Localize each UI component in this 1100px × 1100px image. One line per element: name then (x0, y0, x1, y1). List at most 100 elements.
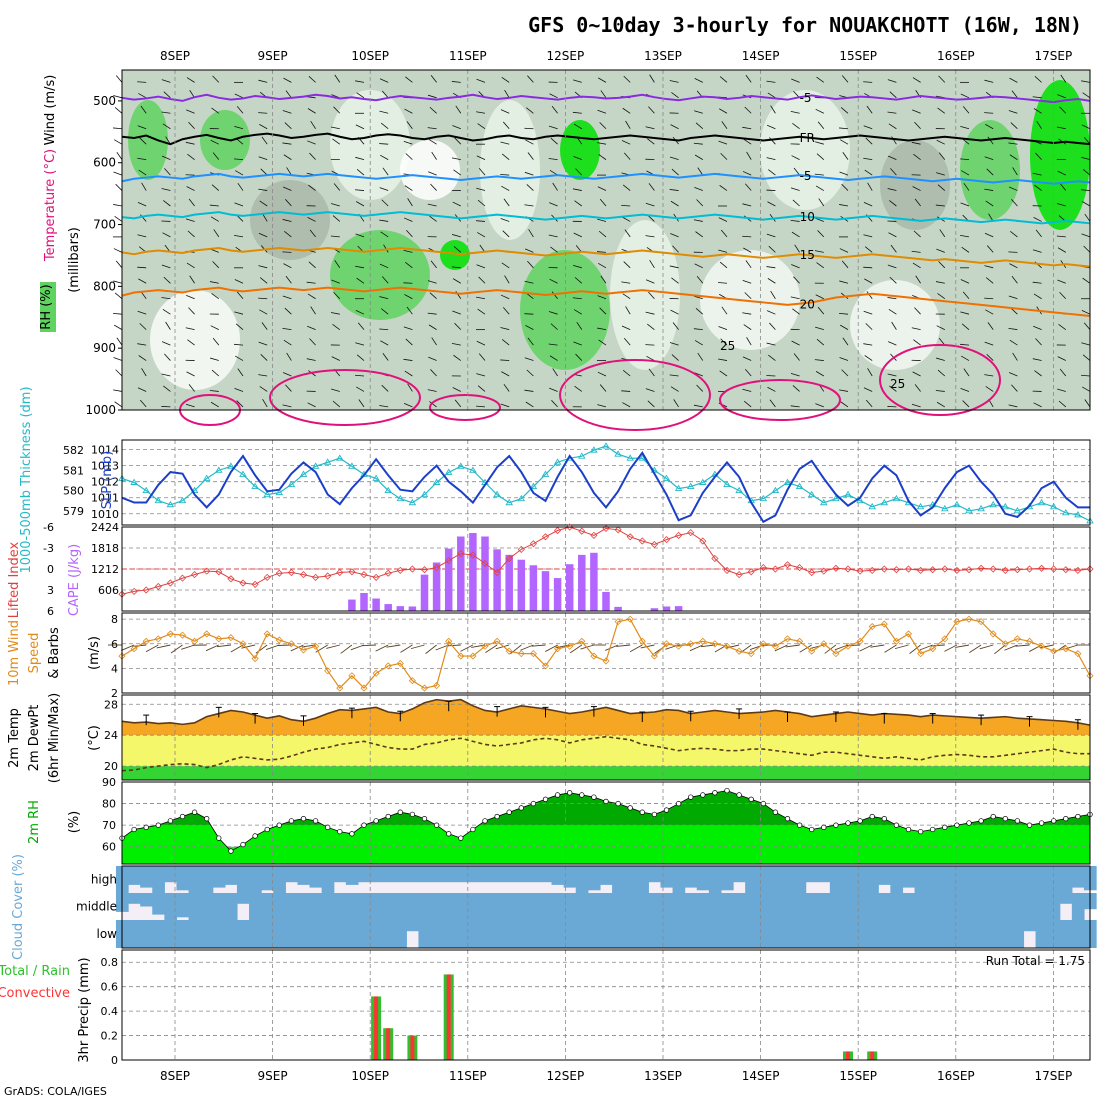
wind-barb (549, 355, 558, 361)
wind-marker (626, 615, 634, 623)
temp-line (121, 698, 1091, 726)
wind-marker (529, 650, 537, 658)
wind-marker (675, 642, 683, 650)
rh-marker (228, 848, 234, 854)
wind-barb (840, 107, 849, 114)
wind-barb (914, 121, 921, 130)
isotherm-25 (879, 344, 1001, 416)
cloud-cell (527, 866, 541, 883)
wind-barb (742, 126, 752, 130)
wind-barb (428, 171, 437, 176)
cloud-cell (999, 866, 1012, 893)
wind-marker (614, 618, 622, 626)
wind-marker (1062, 645, 1070, 653)
li-marker (856, 567, 864, 575)
cloud-cell (285, 866, 299, 883)
wind-barb (282, 219, 292, 222)
wind-barb (1032, 96, 1042, 99)
wind-barb (211, 369, 220, 377)
wind-barb (381, 276, 389, 284)
cape-bar (469, 533, 477, 611)
wind-barb (985, 124, 994, 130)
wind-barb (1081, 124, 1091, 130)
lifted-index-line (121, 526, 1091, 595)
li-marker (1050, 565, 1058, 573)
wind-barb (569, 644, 583, 654)
wind-barb (1057, 356, 1066, 361)
wind-barb (139, 214, 147, 222)
wind-barb (1034, 184, 1042, 191)
cloud-cell (430, 866, 444, 883)
rh-patch (330, 230, 430, 320)
wind-barb (597, 404, 607, 408)
thickness-marker (239, 470, 247, 477)
wind-barb (791, 264, 800, 269)
wind-barb (887, 155, 897, 161)
rh-marker (857, 818, 863, 824)
li-marker (941, 565, 949, 573)
wind-barb (403, 141, 413, 145)
cloud-cell (249, 866, 262, 893)
wind-barb (694, 110, 703, 114)
wind-barb (258, 297, 268, 300)
wind-marker (396, 659, 404, 668)
wind-marker (191, 637, 199, 645)
thickness-marker (420, 490, 429, 498)
wind-barb (622, 216, 631, 222)
rh-patch (400, 140, 460, 200)
wind-barb (504, 89, 510, 99)
cloud-cell (418, 866, 432, 883)
rh-marker (216, 835, 222, 841)
li-marker (142, 586, 150, 594)
thickness-marker (529, 482, 538, 489)
wind-barb (575, 168, 583, 176)
y-tick: 700 (93, 218, 116, 232)
wind-barb (1011, 275, 1018, 284)
rh-marker (1075, 813, 1081, 820)
li-marker (408, 565, 416, 573)
wind-barb (356, 354, 365, 361)
thickness-marker (444, 468, 453, 475)
wind-barb (1008, 372, 1018, 377)
wind-marker (481, 642, 489, 650)
wind-barb (623, 261, 631, 269)
wind-barb (164, 353, 171, 361)
rh-marker (446, 831, 452, 837)
isotherm-label: -5 (800, 91, 812, 105)
li-marker (1013, 566, 1021, 574)
y-tick: 500 (93, 94, 116, 108)
li-marker (917, 566, 925, 574)
wind-marker (287, 640, 295, 648)
wind-barb (476, 111, 486, 114)
wind-barb (307, 402, 316, 408)
wind-barb (552, 182, 558, 191)
cloud-cell (309, 920, 323, 948)
wind-barb (695, 307, 704, 315)
wind-barb (527, 260, 534, 269)
wind-barb (452, 387, 461, 392)
wind-barb (550, 246, 558, 253)
wind-barb (1039, 644, 1054, 649)
wind-barb (1058, 400, 1067, 408)
wind-barb (645, 388, 655, 392)
cloud-cell (926, 893, 940, 920)
wind-barb (309, 152, 316, 160)
cloud-cell (660, 866, 674, 888)
wind-barb (524, 248, 534, 253)
wind-barb (1034, 76, 1042, 83)
wind-barb (545, 644, 558, 652)
wind-barb (309, 229, 316, 238)
rh-marker (978, 818, 984, 824)
li-marker (771, 565, 779, 573)
wind-barb (887, 264, 897, 269)
cloud-cell (1011, 920, 1025, 948)
li-marker (687, 529, 695, 537)
cloud-cell (491, 866, 504, 883)
wind-barb (1058, 324, 1067, 330)
wind-barb (1057, 94, 1066, 99)
wind-barb (137, 201, 147, 207)
y-tick-left: 582 (63, 444, 84, 457)
wind-barb (285, 275, 292, 284)
date-label: 11SEP (449, 49, 487, 63)
wind-barb (1029, 644, 1042, 652)
